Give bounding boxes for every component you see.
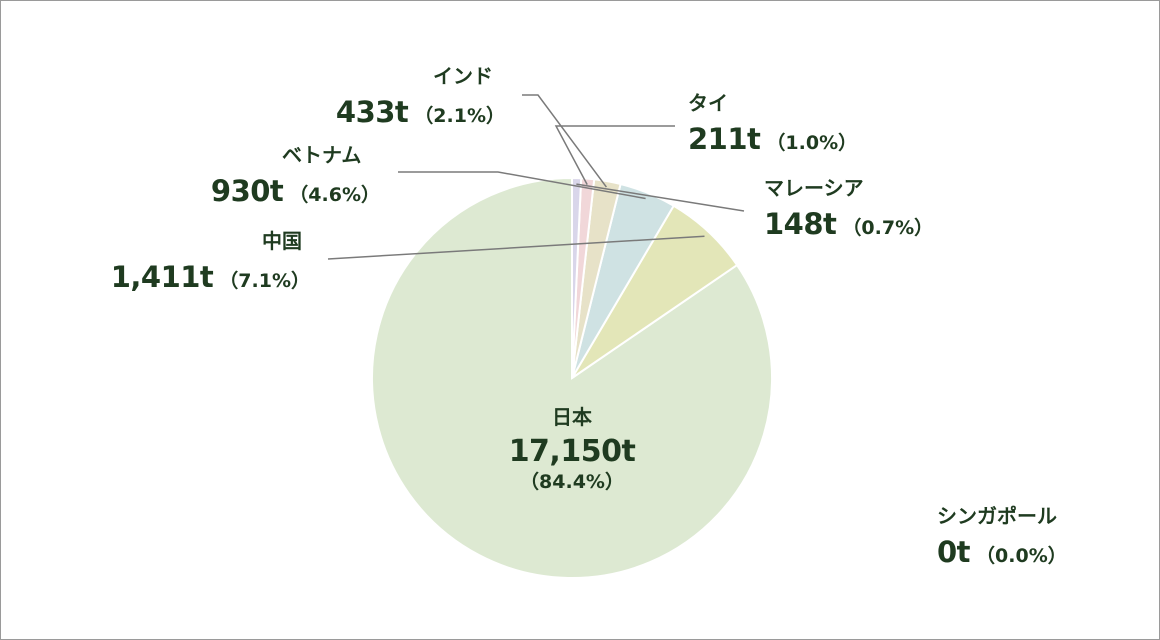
slice-percent-thailand: （1.0%） bbox=[766, 132, 858, 154]
slice-value-japan: 17,150t bbox=[508, 434, 636, 469]
slice-name-china: 中国 bbox=[262, 229, 302, 253]
leader-line-china bbox=[327, 235, 705, 260]
slice-label-malaysia: マレーシア 148t （0.7%） bbox=[764, 178, 933, 239]
slice-value-vietnam: 930t bbox=[210, 174, 284, 208]
slice-percent-india: （2.1%） bbox=[414, 105, 505, 127]
slice-percent-vietnam: （4.6%） bbox=[289, 184, 380, 206]
slice-label-india: インド 433t （2.1%） bbox=[320, 66, 505, 127]
leader-line-thailand bbox=[554, 125, 675, 185]
slice-name-japan: 日本 bbox=[552, 405, 592, 429]
slice-name-india: インド bbox=[433, 64, 493, 88]
slice-value-malaysia: 148t bbox=[764, 207, 837, 241]
slice-name-thailand: タイ bbox=[688, 91, 728, 115]
slice-name-vietnam: ベトナム bbox=[282, 143, 362, 167]
slice-value-india: 433t bbox=[335, 95, 409, 129]
slice-name-singapore: シンガポール bbox=[937, 504, 1057, 528]
slice-name-malaysia: マレーシア bbox=[764, 176, 864, 200]
slice-value-thailand: 211t bbox=[688, 122, 761, 156]
slice-value-china: 1,411t bbox=[110, 260, 214, 294]
slice-percent-malaysia: （0.7%） bbox=[842, 217, 934, 239]
leader-line-vietnam bbox=[398, 171, 646, 200]
pie-slice-malaysia bbox=[571, 176, 583, 379]
slice-percent-japan: （84.4%） bbox=[520, 471, 624, 493]
slice-percent-china: （7.1%） bbox=[219, 270, 310, 292]
slice-label-thailand: タイ 211t （1.0%） bbox=[688, 93, 857, 154]
slice-percent-singapore: （0.0%） bbox=[976, 545, 1067, 567]
leader-line-malaysia bbox=[576, 183, 745, 212]
slice-label-vietnam: ベトナム 930t （4.6%） bbox=[180, 145, 380, 206]
slice-label-singapore: シンガポール 0t （0.0%） bbox=[937, 506, 1067, 567]
slice-value-singapore: 0t bbox=[937, 535, 971, 569]
slice-label-china: 中国 1,411t （7.1%） bbox=[100, 231, 310, 292]
slice-label-japan: 日本 17,150t （84.4%） bbox=[472, 407, 672, 492]
leader-line-india bbox=[522, 94, 608, 188]
